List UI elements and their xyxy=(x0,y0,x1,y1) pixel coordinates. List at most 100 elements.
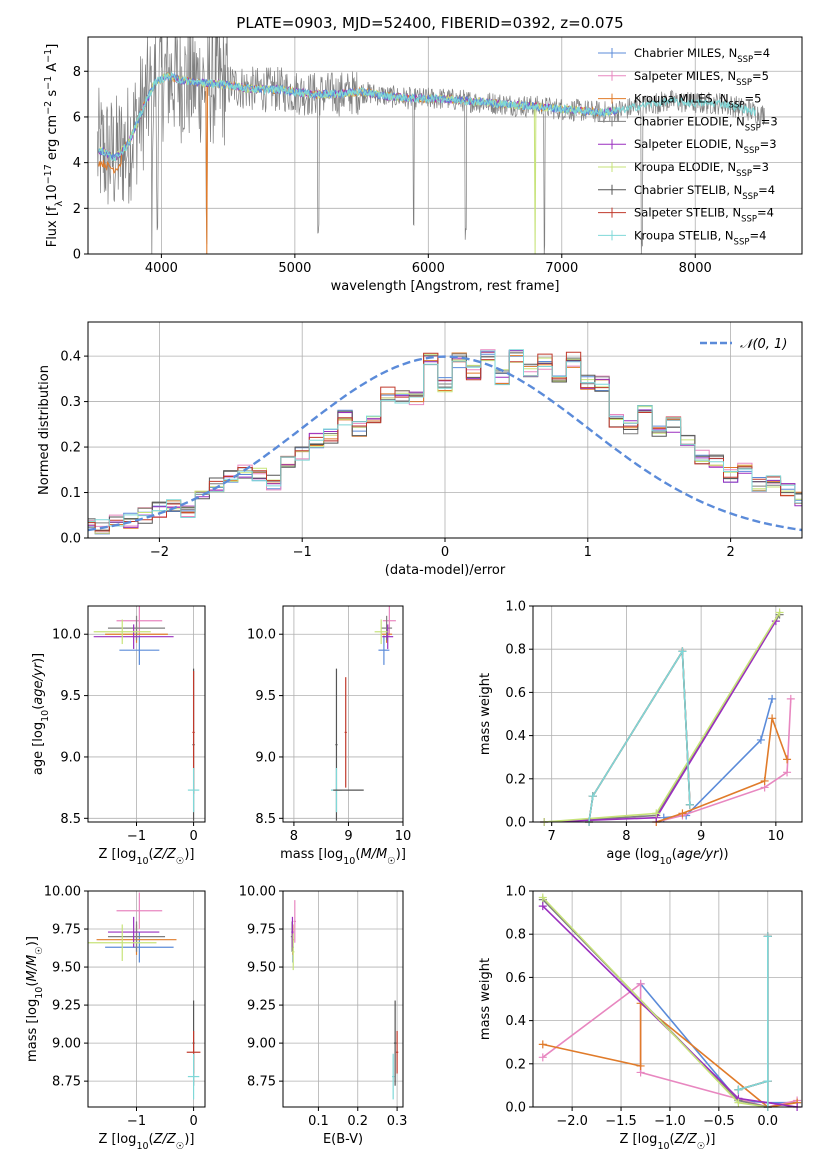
legend-label: Kroupa ELODIE, NSSP=3 xyxy=(634,160,769,179)
y-tick-label: 0.0 xyxy=(505,1101,526,1116)
x-tick-label: 2 xyxy=(726,545,734,560)
weight-line-salpeter_elodie xyxy=(544,620,777,822)
weight-line-salpeter_elodie xyxy=(542,905,798,1107)
label-part: mass [log xyxy=(280,847,343,862)
label-part: −2 xyxy=(43,101,54,115)
y-tick-label: 6 xyxy=(73,110,81,125)
weight-vs-z-x-label: Z [log10(Z/Z☉)] xyxy=(620,1132,716,1152)
x-tick-label: 8 xyxy=(622,829,630,844)
legend-label-tail: =5 xyxy=(752,69,769,83)
x-tick-label: −1 xyxy=(127,829,146,844)
legend-label-main: Salpeter STELIB, N xyxy=(634,206,741,220)
weight-marker-salpeter_miles xyxy=(783,768,792,777)
y-tick-label: 9.00 xyxy=(52,1037,81,1052)
y-tick-label: 8.75 xyxy=(247,1075,276,1090)
label-part: )] xyxy=(396,847,406,862)
label-part: Z/Z xyxy=(153,1132,177,1147)
y-tick-label: 9.00 xyxy=(247,1037,276,1052)
label-part: 10 xyxy=(660,856,672,867)
weight-line-salpeter_stelib xyxy=(738,936,769,1107)
x-tick-label: 0.1 xyxy=(308,1114,329,1129)
x-tick-label: 0 xyxy=(189,829,197,844)
x-tick-label: 8000 xyxy=(679,261,712,276)
x-tick-label: 10 xyxy=(768,829,785,844)
legend-label-main: Chabrier STELIB, N xyxy=(634,183,742,197)
y-tick-label: 9.75 xyxy=(247,923,276,938)
legend-label: Kroupa MILES, NSSP=5 xyxy=(634,92,761,111)
x-tick-label: 10 xyxy=(395,829,412,844)
legend-label-main: Salpeter ELODIE, N xyxy=(634,137,744,151)
y-tick-label: 1.0 xyxy=(505,885,526,900)
x-tick-label: 6000 xyxy=(412,261,445,276)
legend-label-tail: =4 xyxy=(753,46,770,60)
legend-label-tail: =4 xyxy=(757,206,774,220)
label-part: ( xyxy=(31,705,46,710)
legend-label-main: Chabrier ELODIE, N xyxy=(634,114,745,128)
label-part: ( xyxy=(149,1132,154,1147)
y-tick-label: 9.50 xyxy=(52,961,81,976)
x-tick-label: 7000 xyxy=(545,261,578,276)
y-tick-label: 0.4 xyxy=(60,350,81,365)
label-part: Z [log xyxy=(620,1132,658,1147)
label-part: Z/Z xyxy=(674,1132,698,1147)
y-tick-label: 9.75 xyxy=(52,923,81,938)
y-tick-label: 0.0 xyxy=(60,532,81,547)
weight-line-kroupa_miles xyxy=(656,718,788,822)
age-vs-z-x-label: Z [log10(Z/Z☉)] xyxy=(99,847,195,867)
weight-marker-kroupa_elodie xyxy=(538,893,547,902)
spectrum-y-label: Flux [fλ10−17 erg cm−2 s−1 A−1] xyxy=(43,44,65,248)
label-part: s xyxy=(45,90,60,101)
label-part: Flux [f xyxy=(45,206,60,247)
label-part: Z [log xyxy=(99,847,137,862)
spectrum-panel: 4000 5000 6000 7000 8000 0 2 4 6 8 wavelength [Ang… xyxy=(43,36,803,294)
weight-line-kroupa_elodie xyxy=(544,612,781,822)
label-part: ( xyxy=(149,847,154,862)
x-tick-label: 9 xyxy=(697,829,705,844)
x-tick-label: 0 xyxy=(441,545,449,560)
y-tick-label: 0 xyxy=(73,248,81,263)
y-tick-label: 0.4 xyxy=(505,1014,526,1029)
label-part: −1 xyxy=(43,76,54,90)
weight-line-salpeter_miles xyxy=(656,698,792,822)
weight-marker-kroupa_stelib xyxy=(734,1085,743,1094)
weight-marker-kroupa_miles xyxy=(783,755,792,764)
weight-marker-kroupa_miles xyxy=(678,809,687,818)
y-tick-label: 9.5 xyxy=(60,689,81,704)
legend-label-tail: =3 xyxy=(761,114,778,128)
weight-vs-age-y-label: mass weight xyxy=(478,673,493,755)
label-part: ☉ xyxy=(697,1141,706,1152)
label-part: 10 xyxy=(45,184,60,201)
normal-curve-line xyxy=(88,355,802,532)
x-tick-label: −1.0 xyxy=(654,1114,686,1129)
weight-marker-salpeter_elodie xyxy=(538,902,547,911)
axes-frame xyxy=(87,36,803,255)
y-tick-label: 9.0 xyxy=(60,750,81,765)
x-tick-label: −1.5 xyxy=(605,1114,637,1129)
legend-label-sub: SSP xyxy=(734,237,750,247)
legend-label: Chabrier MILES, NSSP=4 xyxy=(634,46,770,65)
label-part: ☉ xyxy=(176,1141,185,1152)
residuals-panel: −2 −1 0 1 2 0.0 0.1 0.2 0.3 0.4 (data-model)/error… xyxy=(37,321,803,578)
histogram-kroupa_miles xyxy=(88,351,802,531)
x-tick-label: 0.3 xyxy=(387,1114,408,1129)
legend-label-main: Kroupa MILES, N xyxy=(634,92,729,106)
axes-frame xyxy=(282,605,404,823)
legend-label-tail: =4 xyxy=(749,228,766,242)
x-tick-label: −1 xyxy=(293,545,312,560)
y-tick-label: 0.4 xyxy=(505,729,526,744)
mass-vs-z-y-label: mass [log10(M/M☉)] xyxy=(25,936,45,1062)
label-part: ( xyxy=(670,1132,675,1147)
histogram-kroupa_stelib xyxy=(88,349,802,527)
y-tick-label: 9.25 xyxy=(247,999,276,1014)
figure-title: PLATE=0903, MJD=52400, FIBERID=0392, z=0… xyxy=(236,14,623,32)
weight-marker-kroupa_stelib xyxy=(763,1077,772,1086)
x-tick-label: −2 xyxy=(150,545,169,560)
spectrum-x-label: wavelength [Angstrom, rest frame] xyxy=(331,279,560,294)
histogram-chabrier_stelib xyxy=(88,352,802,531)
mass-vs-ebv-panel: 0.1 0.2 0.3 8.75 9.00 9.25 9.50 9.75 10.00 E(B-V) xyxy=(239,885,408,1148)
axes-frame xyxy=(87,321,803,539)
legend-label-tail: =5 xyxy=(744,92,761,106)
weight-marker-kroupa_stelib xyxy=(678,647,687,656)
legend-label-tail: =3 xyxy=(760,137,777,151)
